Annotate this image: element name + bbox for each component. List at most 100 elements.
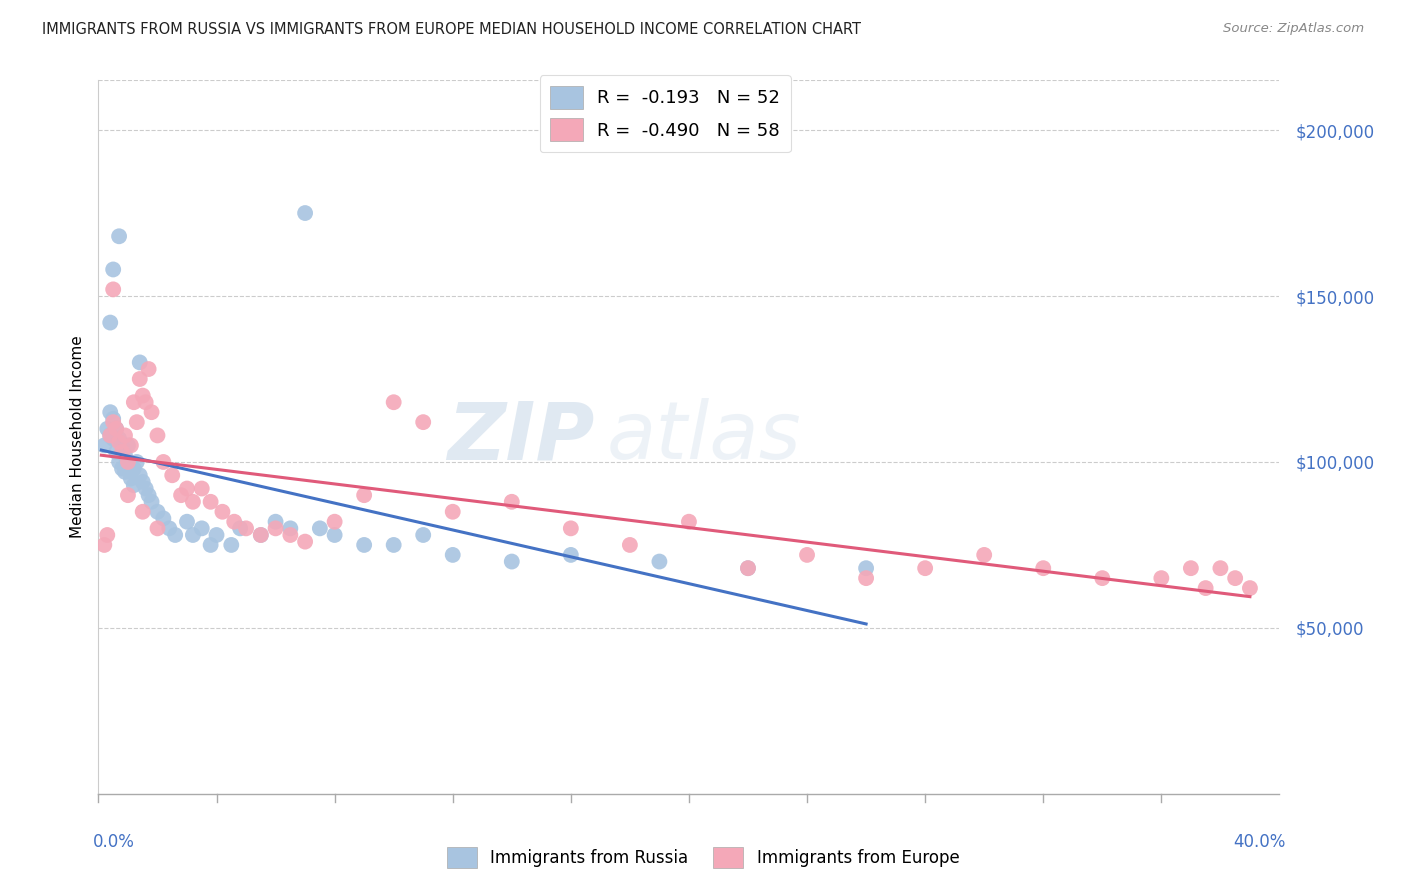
Point: [412, 415, 434, 429]
Point: [200, 495, 222, 509]
Point: [619, 538, 641, 552]
Point: [501, 555, 523, 569]
Point: [120, 465, 142, 479]
Point: [737, 561, 759, 575]
Point: [181, 495, 204, 509]
Point: [138, 362, 160, 376]
Point: [108, 435, 131, 450]
Point: [224, 515, 246, 529]
Point: [211, 505, 233, 519]
Point: [141, 495, 163, 509]
Point: [132, 388, 155, 402]
Point: [132, 505, 155, 519]
Point: [1209, 561, 1232, 575]
Text: atlas: atlas: [606, 398, 801, 476]
Point: [138, 488, 160, 502]
Point: [111, 461, 134, 475]
Point: [111, 438, 134, 452]
Point: [146, 521, 169, 535]
Point: [501, 495, 523, 509]
Point: [796, 548, 818, 562]
Point: [108, 432, 131, 446]
Point: [176, 515, 198, 529]
Point: [96, 528, 118, 542]
Point: [200, 538, 222, 552]
Point: [1032, 561, 1054, 575]
Point: [235, 521, 257, 535]
Point: [1150, 571, 1173, 585]
Point: [128, 355, 150, 369]
Text: Source: ZipAtlas.com: Source: ZipAtlas.com: [1223, 22, 1364, 36]
Point: [120, 438, 142, 452]
Point: [98, 428, 121, 442]
Point: [353, 538, 375, 552]
Point: [323, 515, 346, 529]
Point: [191, 521, 214, 535]
Point: [98, 428, 121, 442]
Point: [382, 538, 405, 552]
Point: [412, 528, 434, 542]
Point: [973, 548, 995, 562]
Point: [114, 428, 136, 442]
Point: [117, 455, 139, 469]
Point: [191, 482, 214, 496]
Point: [1091, 571, 1114, 585]
Point: [105, 422, 128, 436]
Point: [135, 395, 157, 409]
Point: [165, 528, 187, 542]
Point: [103, 432, 125, 446]
Point: [122, 395, 145, 409]
Point: [114, 465, 136, 479]
Point: [229, 521, 252, 535]
Point: [141, 405, 163, 419]
Point: [132, 475, 155, 489]
Legend: Immigrants from Russia, Immigrants from Europe: Immigrants from Russia, Immigrants from …: [440, 840, 966, 875]
Point: [205, 528, 228, 542]
Point: [122, 461, 145, 475]
Point: [157, 521, 180, 535]
Point: [111, 445, 134, 459]
Point: [146, 505, 169, 519]
Point: [737, 561, 759, 575]
Text: 0.0%: 0.0%: [93, 833, 135, 851]
Text: ZIP: ZIP: [447, 398, 595, 476]
Point: [382, 395, 405, 409]
Point: [128, 468, 150, 483]
Point: [280, 521, 302, 535]
Point: [93, 538, 115, 552]
Point: [914, 561, 936, 575]
Point: [108, 229, 131, 244]
Point: [117, 455, 139, 469]
Point: [117, 438, 139, 452]
Point: [135, 482, 157, 496]
Point: [280, 528, 302, 542]
Text: IMMIGRANTS FROM RUSSIA VS IMMIGRANTS FROM EUROPE MEDIAN HOUSEHOLD INCOME CORRELA: IMMIGRANTS FROM RUSSIA VS IMMIGRANTS FRO…: [42, 22, 862, 37]
Point: [98, 316, 121, 330]
Point: [264, 521, 287, 535]
Point: [560, 548, 582, 562]
Point: [120, 472, 142, 486]
Point: [162, 468, 183, 483]
Point: [560, 521, 582, 535]
Point: [221, 538, 243, 552]
Point: [294, 206, 316, 220]
Point: [125, 415, 148, 429]
Point: [309, 521, 332, 535]
Point: [103, 282, 125, 296]
Point: [103, 415, 125, 429]
Point: [1195, 581, 1218, 595]
Point: [117, 488, 139, 502]
Point: [98, 405, 121, 419]
Text: 40.0%: 40.0%: [1233, 833, 1285, 851]
Point: [323, 528, 346, 542]
Point: [152, 511, 174, 525]
Point: [105, 445, 128, 459]
Point: [250, 528, 273, 542]
Point: [152, 455, 174, 469]
Point: [353, 488, 375, 502]
Point: [125, 455, 148, 469]
Point: [441, 548, 464, 562]
Point: [648, 555, 671, 569]
Point: [103, 412, 125, 426]
Point: [105, 422, 128, 436]
